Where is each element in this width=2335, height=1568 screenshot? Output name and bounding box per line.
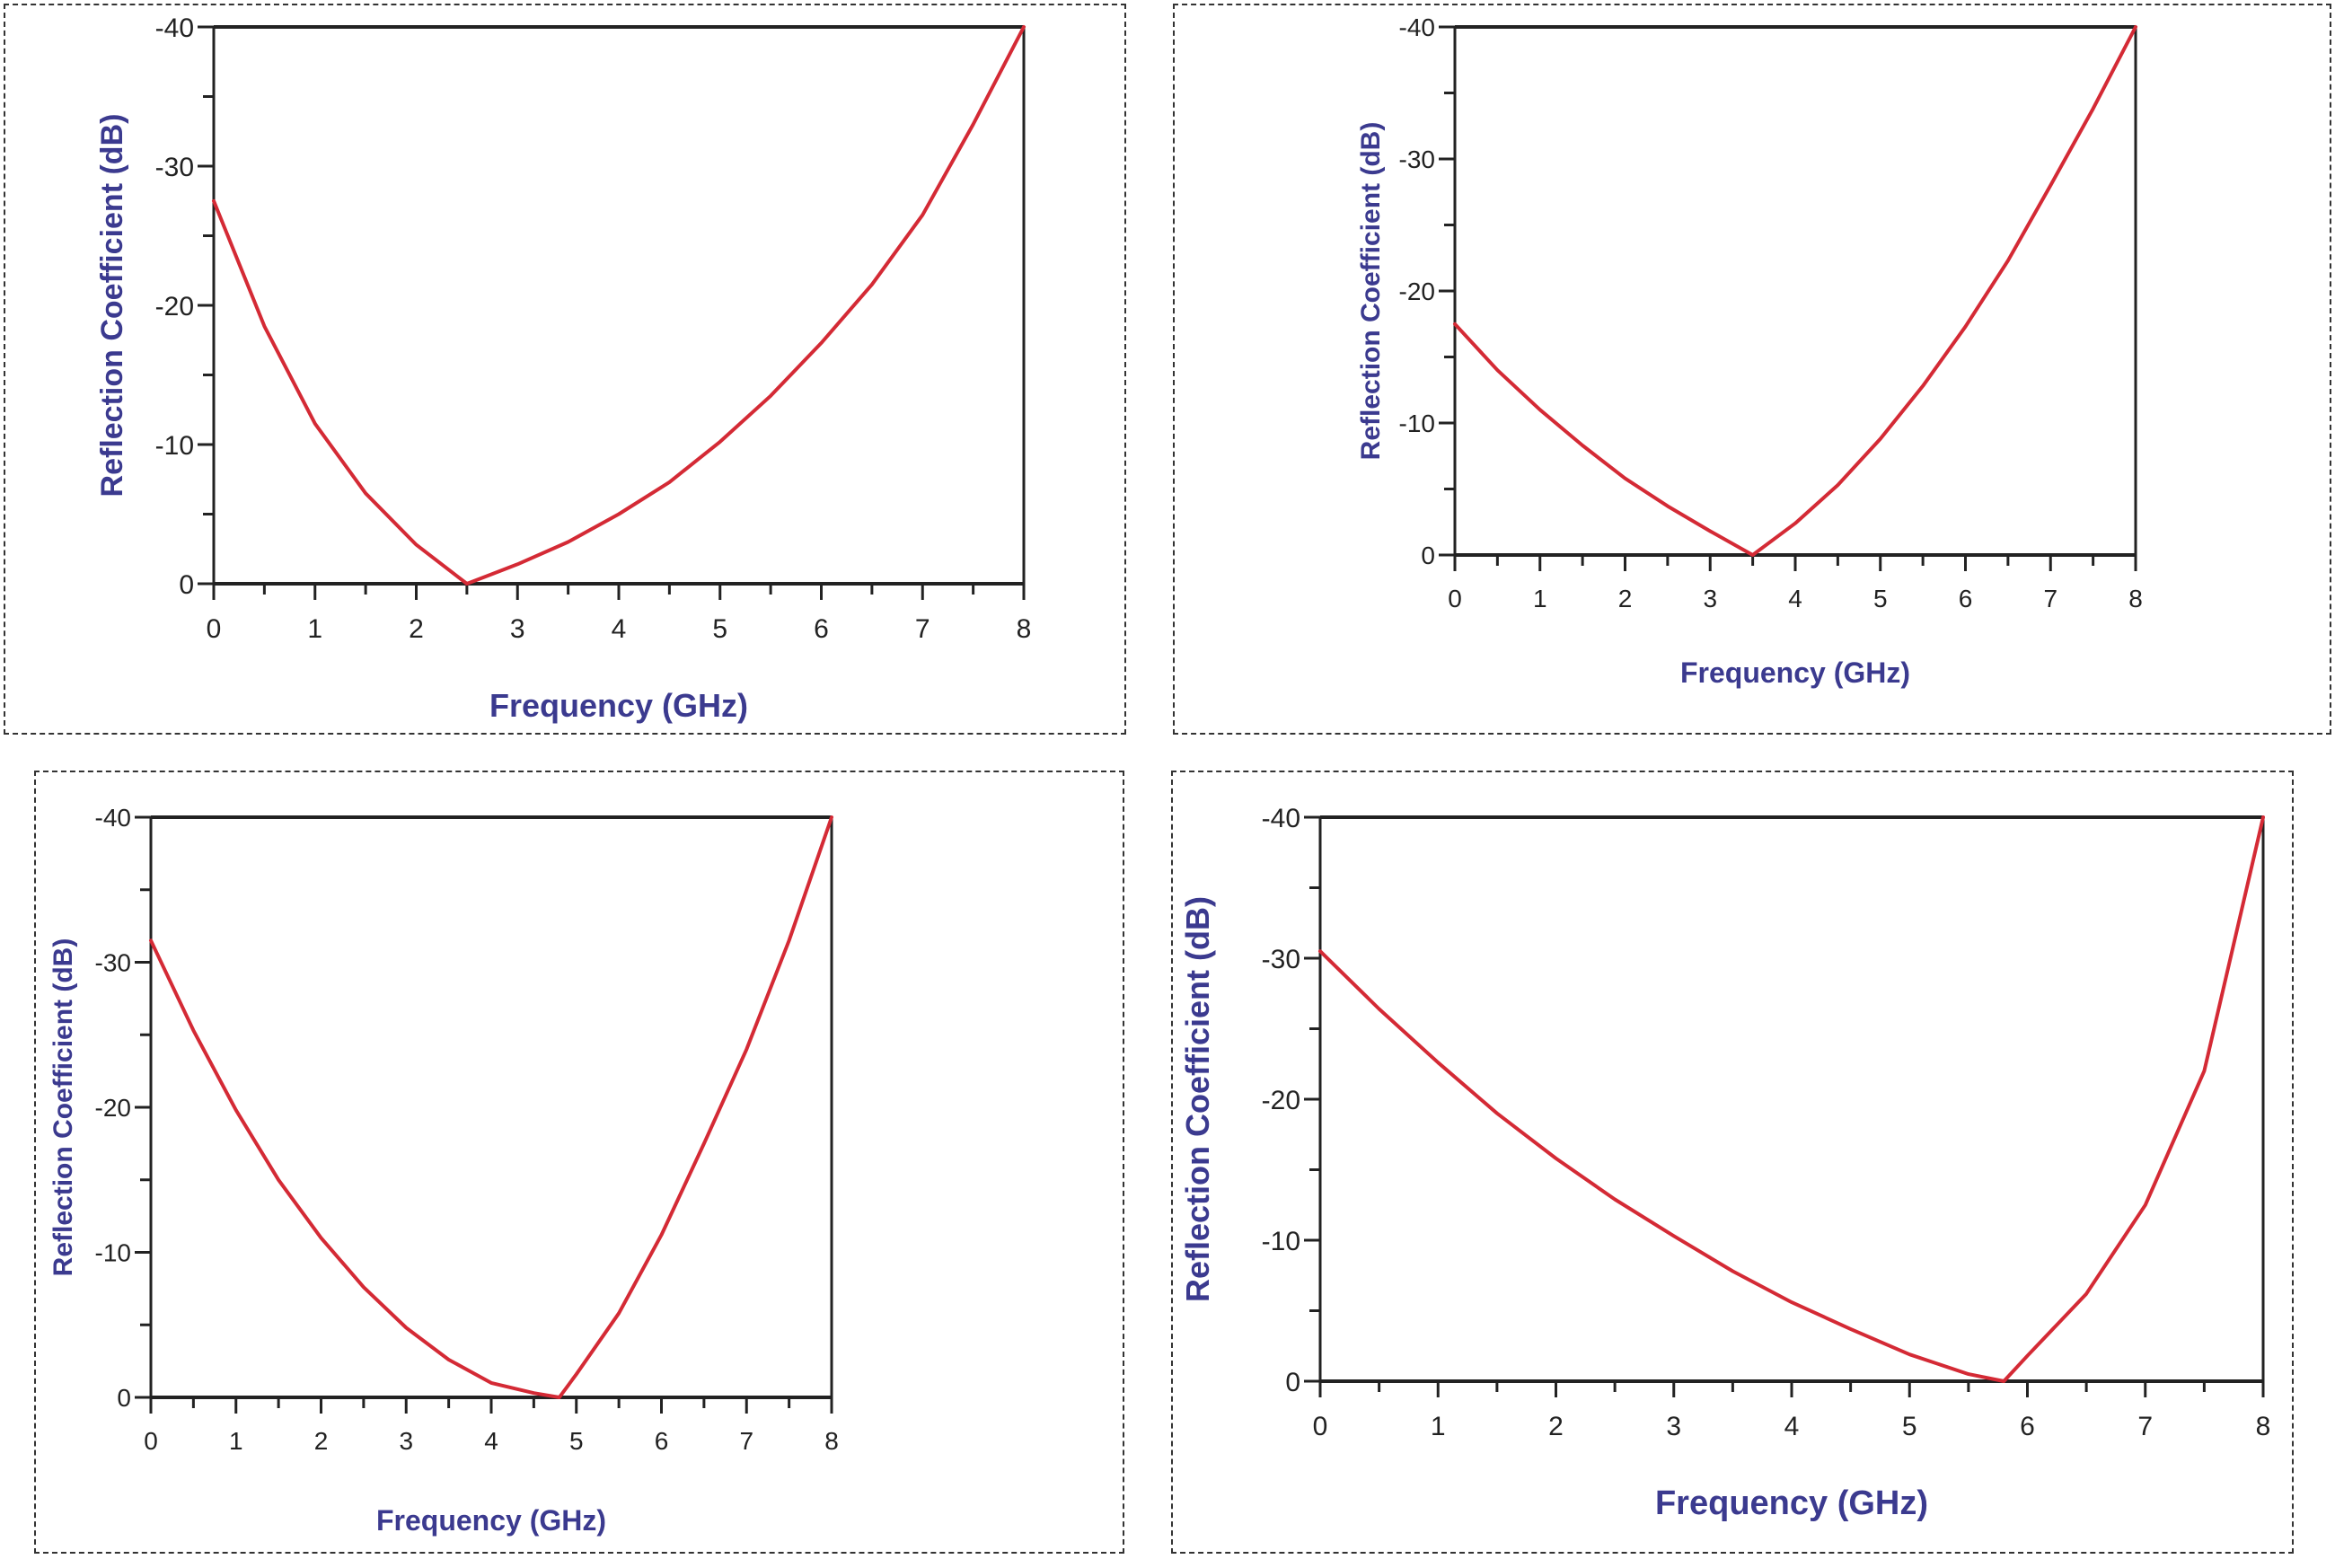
chart-3-y-tick-label: -30 bbox=[95, 949, 131, 977]
chart-4-x-tick-label: 0 bbox=[1313, 1412, 1328, 1441]
chart-4-x-tick-label: 4 bbox=[1784, 1412, 1800, 1441]
chart-4-x-tick-label: 6 bbox=[2020, 1412, 2035, 1441]
chart-3-x-tick-label: 1 bbox=[229, 1427, 243, 1455]
chart-4-x-tick-label: 2 bbox=[1548, 1412, 1564, 1441]
chart-1-x-tick-label: 5 bbox=[712, 614, 727, 644]
chart-4-x-tick-label: 5 bbox=[1902, 1412, 1917, 1441]
chart-4-y-tick-label: -30 bbox=[1262, 945, 1300, 974]
chart-2-y-tick-label: -10 bbox=[1399, 410, 1435, 437]
chart-3-x-tick-label: 8 bbox=[824, 1427, 839, 1455]
chart-2-x-tick-label: 7 bbox=[2043, 585, 2057, 612]
chart-2-svg: 0 -10 -20 -30 -40 0 1 2 3 4 5 6 7 8 Frequency (GHz) Ref… bbox=[1356, 13, 2143, 689]
chart-panel-3: 0 -10 -20 -30 -40 0 1 2 3 4 5 6 7 8 Frequency (GHz) Ref… bbox=[34, 771, 1124, 1554]
chart-2-x-tick-label: 4 bbox=[1788, 585, 1802, 612]
chart-1-x-tick-label: 6 bbox=[814, 614, 829, 644]
chart-2-x-tick-label: 5 bbox=[1873, 585, 1888, 612]
chart-3-x-tick-label: 2 bbox=[314, 1427, 329, 1455]
chart-2-y-tick-label: 0 bbox=[1421, 542, 1435, 569]
chart-4-x-axis-label: Frequency (GHz) bbox=[1655, 1484, 1928, 1522]
chart-4-y-tick-label: -40 bbox=[1262, 804, 1300, 833]
chart-3-y-tick-label: -40 bbox=[95, 804, 131, 832]
chart-4-x-tick-label: 1 bbox=[1431, 1412, 1446, 1441]
chart-4-y-tick-label: -20 bbox=[1262, 1086, 1300, 1115]
chart-panel-2: 0 -10 -20 -30 -40 0 1 2 3 4 5 6 7 8 Frequency (GHz) Ref… bbox=[1173, 4, 2331, 735]
chart-3-x-tick-label: 4 bbox=[484, 1427, 498, 1455]
chart-1-y-tick-label: 0 bbox=[179, 570, 194, 600]
chart-1-x-axis-label: Frequency (GHz) bbox=[489, 687, 748, 724]
chart-1-x-tick-label: 1 bbox=[307, 614, 322, 644]
chart-panel-4: 0 -10 -20 -30 -40 0 1 2 3 4 5 6 7 8 Frequency (GHz) Ref… bbox=[1171, 771, 2294, 1554]
chart-1-y-tick-label: -20 bbox=[155, 292, 194, 322]
chart-2-y-axis-label: Reflection Coefficient (dB) bbox=[1356, 122, 1386, 461]
chart-2-reflection-line bbox=[1453, 25, 2137, 557]
chart-1-y-tick-label: -30 bbox=[155, 153, 194, 182]
chart-4-y-tick-label: -10 bbox=[1262, 1227, 1300, 1256]
chart-3-x-tick-label: 0 bbox=[144, 1427, 158, 1455]
chart-1-svg: 0 -10 -20 -30 -40 0 1 2 3 4 5 6 7 8 Frequency (GHz) Ref… bbox=[95, 13, 1032, 724]
chart-2-x-axis-label: Frequency (GHz) bbox=[1680, 656, 1910, 689]
chart-1-x-tick-label: 8 bbox=[1017, 614, 1032, 644]
chart-1-reflection-line bbox=[212, 25, 1026, 586]
chart-3-y-tick-label: -10 bbox=[95, 1239, 131, 1267]
chart-4-y-tick-label: 0 bbox=[1285, 1368, 1300, 1397]
chart-1-y-tick-label: -10 bbox=[155, 431, 194, 461]
chart-3-x-tick-label: 6 bbox=[655, 1427, 669, 1455]
chart-3-x-tick-label: 7 bbox=[739, 1427, 753, 1455]
chart-3-y-tick-label: 0 bbox=[117, 1384, 131, 1412]
chart-4-y-axis-label: Reflection Coefficient (dB) bbox=[1179, 896, 1216, 1302]
chart-1-x-tick-label: 7 bbox=[915, 614, 930, 644]
chart-panel-1: 0 -10 -20 -30 -40 0 1 2 3 4 5 6 7 8 Frequency (GHz) Ref… bbox=[4, 4, 1126, 735]
chart-1-x-tick-label: 0 bbox=[207, 614, 222, 644]
chart-2-x-tick-label: 6 bbox=[1959, 585, 1973, 612]
chart-3-x-axis-label: Frequency (GHz) bbox=[376, 1504, 606, 1537]
chart-3-reflection-line bbox=[149, 815, 833, 1399]
chart-3-y-axis-label: Reflection Coefficient (dB) bbox=[48, 938, 78, 1277]
chart-2-x-tick-label: 1 bbox=[1533, 585, 1547, 612]
chart-2-x-tick-label: 3 bbox=[1703, 585, 1717, 612]
chart-3-x-tick-label: 3 bbox=[399, 1427, 413, 1455]
chart-1-x-tick-label: 3 bbox=[510, 614, 525, 644]
chart-4-x-tick-label: 8 bbox=[2256, 1412, 2271, 1441]
chart-4-svg: 0 -10 -20 -30 -40 0 1 2 3 4 5 6 7 8 Frequency (GHz) Ref… bbox=[1179, 804, 2271, 1522]
chart-2-x-tick-label: 8 bbox=[2128, 585, 2143, 612]
chart-3-svg: 0 -10 -20 -30 -40 0 1 2 3 4 5 6 7 8 Frequency (GHz) Ref… bbox=[48, 804, 839, 1537]
chart-4-x-tick-label: 3 bbox=[1666, 1412, 1681, 1441]
chart-1-x-tick-label: 2 bbox=[409, 614, 424, 644]
chart-1-y-axis-label: Reflection Coefficient (dB) bbox=[95, 114, 129, 498]
chart-2-y-tick-label: -20 bbox=[1399, 277, 1435, 305]
chart-2-x-tick-label: 2 bbox=[1618, 585, 1633, 612]
chart-4-reflection-line bbox=[1318, 815, 2265, 1383]
chart-3-x-tick-label: 5 bbox=[569, 1427, 584, 1455]
chart-2-y-tick-label: -30 bbox=[1399, 145, 1435, 173]
chart-1-y-tick-label: -40 bbox=[155, 13, 194, 43]
chart-4-x-tick-label: 7 bbox=[2137, 1412, 2153, 1441]
chart-3-y-tick-label: -20 bbox=[95, 1094, 131, 1122]
chart-2-y-tick-label: -40 bbox=[1399, 13, 1435, 41]
chart-2-x-tick-label: 0 bbox=[1448, 585, 1462, 612]
chart-1-x-tick-label: 4 bbox=[612, 614, 627, 644]
